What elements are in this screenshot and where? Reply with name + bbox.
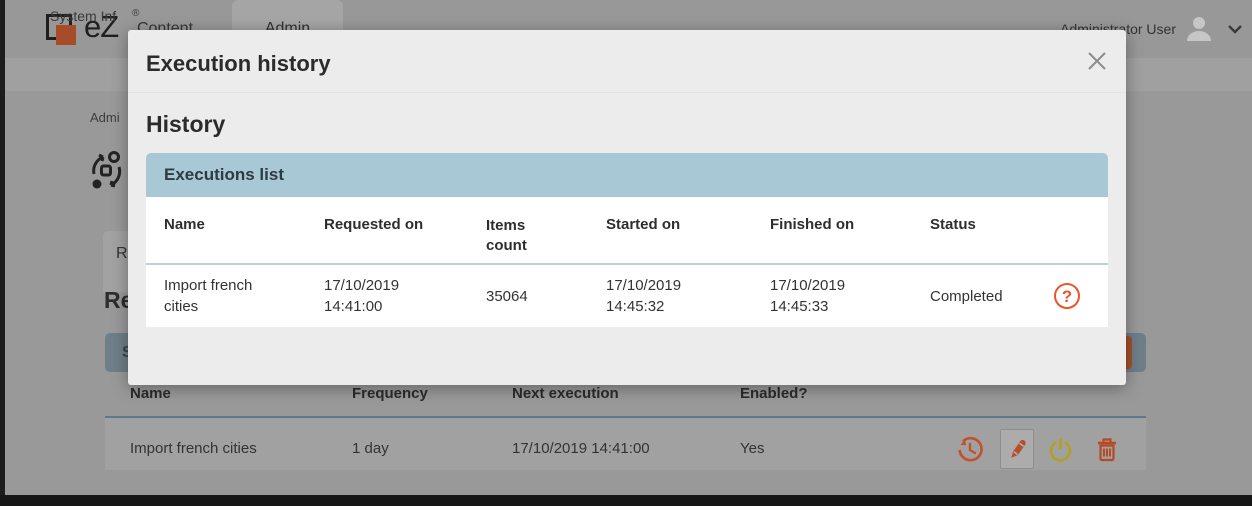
cell-status-detail: ?	[1042, 283, 1108, 309]
col-items-count: Items count	[486, 217, 527, 255]
col-requested-on: Requested on	[324, 216, 424, 233]
power-icon[interactable]	[1048, 437, 1073, 467]
bg-col-enabled: Enabled?	[740, 385, 808, 402]
bg-search-bar-label: S	[122, 333, 133, 372]
edit-icon[interactable]	[1000, 429, 1034, 469]
brand-text: eZ	[84, 9, 119, 44]
bg-table-divider	[105, 416, 1146, 418]
breadcrumb[interactable]: Admi	[90, 110, 120, 125]
trash-icon[interactable]	[1094, 436, 1120, 468]
modal-title: Execution history	[146, 51, 331, 76]
executions-table: Name Requested on Items count Started on…	[146, 197, 1108, 327]
execution-row: Import french cities 17/10/2019 14:41:00…	[146, 263, 1108, 327]
col-finished-on: Finished on	[770, 216, 855, 233]
close-icon[interactable]	[1080, 44, 1114, 78]
workflow-icon	[88, 148, 126, 194]
avatar-icon[interactable]	[1184, 13, 1214, 43]
history-heading: History	[146, 111, 226, 137]
execution-history-modal: Execution history History Executions lis…	[128, 30, 1126, 385]
question-circle-icon[interactable]: ?	[1054, 283, 1080, 309]
bg-cell-name: Import french cities	[130, 440, 257, 457]
modal-body: History Executions list Name Requested o…	[128, 93, 1126, 327]
col-name: Name	[164, 216, 205, 233]
bg-cell-next-execution: 17/10/2019 14:41:00	[512, 440, 650, 457]
cell-finished-on: 17/10/2019 14:45:33	[770, 277, 846, 315]
bg-cell-enabled: Yes	[740, 440, 765, 457]
bg-col-frequency: Frequency	[352, 385, 428, 402]
registered-mark: ®	[132, 8, 140, 19]
executions-table-header: Name Requested on Items count Started on…	[146, 197, 1108, 263]
cell-items-count: 35064	[486, 287, 528, 305]
cell-status: Completed	[930, 287, 1003, 305]
logo-square-fill-icon	[56, 25, 76, 45]
bg-col-name: Name	[130, 385, 171, 402]
history-icon[interactable]	[956, 436, 983, 468]
bg-col-next-execution: Next execution	[512, 385, 619, 402]
col-status: Status	[930, 216, 976, 233]
chevron-down-icon[interactable]	[1224, 18, 1246, 40]
modal-header: Execution history	[128, 30, 1126, 93]
cell-requested-on: 17/10/2019 14:41:00	[324, 277, 400, 315]
col-started-on: Started on	[606, 216, 681, 233]
cell-name: Import french cities	[164, 277, 253, 315]
bg-cell-frequency: 1 day	[352, 440, 389, 457]
bottom-edge-strip	[0, 495, 1252, 506]
ez-logo[interactable]: eZ ®	[46, 8, 166, 52]
subnav-item-system-info[interactable]: System Inf	[50, 8, 117, 24]
left-edge-strip	[0, 0, 5, 506]
cell-started-on: 17/10/2019 14:45:32	[606, 277, 682, 315]
executions-list-header: Executions list	[146, 153, 1108, 197]
